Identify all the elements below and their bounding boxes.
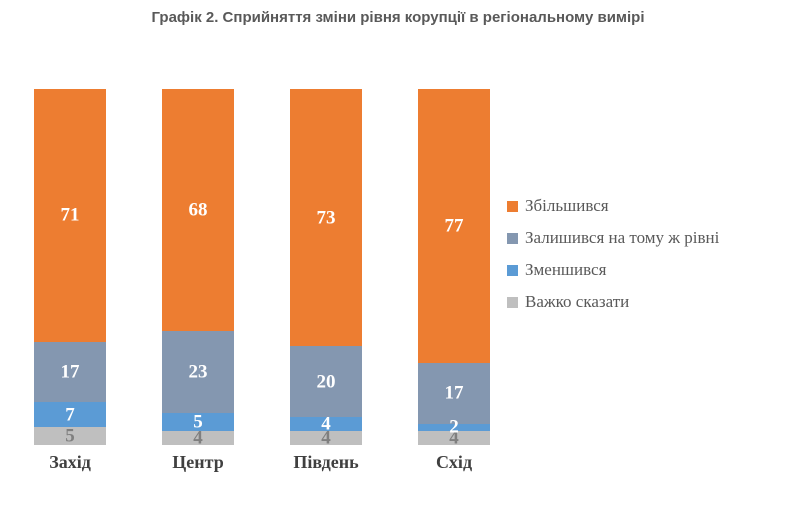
legend-item: Залишився на тому ж рівні — [507, 222, 719, 254]
segment-value-label: 5 — [65, 425, 75, 447]
legend-label: Важко сказати — [525, 292, 630, 311]
bar-segment: 5 — [34, 425, 106, 447]
category-label: Схід — [435, 452, 473, 472]
chart-title: Графік 2. Сприйняття зміни рівня корупці… — [151, 9, 645, 26]
chart-legend: Збільшився Залишився на тому ж рівні Зменш… — [507, 190, 719, 318]
plot-area: 71 17 7 5 Захід 68 23 5 4 Центр 73 20 4 4 Південь 77 17 2… — [34, 89, 490, 472]
segment-value-label: 17 — [60, 361, 80, 383]
legend-label: Залишився на тому ж рівні — [525, 228, 720, 247]
segment-value-label: 77 — [444, 215, 464, 237]
stacked-bar: 77 17 2 4 — [418, 89, 490, 449]
segment-value-label: 4 — [321, 427, 331, 449]
legend-swatch-icon — [507, 296, 518, 308]
legend-swatch-icon — [507, 200, 518, 212]
bar-column: 68 23 5 4 Центр — [162, 89, 234, 472]
bar-segment: 7 — [34, 402, 106, 428]
bar-segment: 2 — [418, 418, 490, 437]
stacked-bar: 71 17 7 5 — [34, 89, 106, 447]
bar-segment: 20 — [290, 346, 362, 417]
bar-segment: 23 — [162, 331, 234, 413]
legend-swatch-icon — [507, 264, 518, 276]
legend-label: Зменшився — [525, 260, 607, 279]
segment-value-label: 5 — [193, 411, 203, 433]
bar-segment: 17 — [34, 341, 106, 403]
segment-value-label: 23 — [188, 361, 208, 383]
segment-value-label: 2 — [449, 416, 459, 438]
segment-value-label: 17 — [444, 382, 464, 404]
bar-segment: 77 — [418, 89, 490, 364]
segment-value-label: 71 — [60, 204, 80, 226]
segment-value-label: 4 — [193, 427, 203, 449]
stacked-bar: 73 20 4 4 — [290, 89, 362, 449]
bar-segment: 68 — [162, 89, 234, 332]
legend-swatch-icon — [507, 232, 518, 244]
bar-column: 71 17 7 5 Захід — [34, 89, 106, 472]
segment-value-label: 7 — [65, 404, 75, 426]
bar-column: 77 17 2 4 Схід — [418, 89, 490, 472]
segment-value-label: 4 — [449, 427, 459, 449]
bar-segment: 17 — [418, 363, 490, 424]
stacked-bar: 68 23 5 4 — [162, 89, 234, 449]
segment-value-label: 68 — [188, 199, 208, 221]
bar-segment: 5 — [162, 411, 234, 433]
bar-segment: 4 — [162, 427, 234, 449]
segment-value-label: 20 — [316, 371, 336, 393]
segment-value-label: 73 — [316, 207, 336, 229]
bar-segment: 4 — [290, 413, 362, 435]
bar-segment: 71 — [34, 89, 106, 342]
bar-segment: 73 — [290, 89, 362, 347]
legend-item: Важко сказати — [507, 286, 719, 318]
legend-label: Збільшився — [525, 196, 609, 215]
category-label: Захід — [49, 452, 91, 472]
bar-segment: 4 — [418, 427, 490, 449]
category-label: Центр — [172, 452, 224, 472]
segment-value-label: 4 — [321, 413, 331, 435]
legend-item: Збільшився — [507, 190, 719, 222]
category-label: Південь — [293, 452, 359, 472]
bar-column: 73 20 4 4 Південь — [290, 89, 362, 472]
legend-item: Зменшився — [507, 254, 719, 286]
bar-segment: 4 — [290, 427, 362, 449]
